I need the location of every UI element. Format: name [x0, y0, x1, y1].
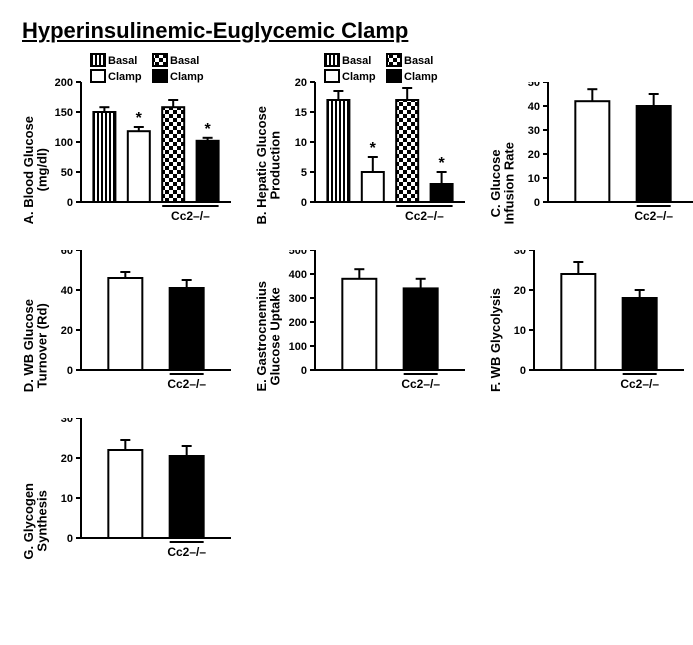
svg-text:30: 30 — [514, 250, 526, 257]
svg-text:40: 40 — [528, 101, 540, 113]
svg-text:200: 200 — [288, 317, 306, 329]
svg-text:60: 60 — [61, 250, 73, 257]
bar — [162, 107, 184, 202]
svg-text:Cc2–/–: Cc2–/– — [621, 377, 660, 391]
svg-text:200: 200 — [55, 77, 73, 89]
svg-text:0: 0 — [300, 197, 306, 209]
ylabel-D: D. WB Glucose Turnover (Rd) — [22, 299, 49, 392]
bar — [170, 288, 204, 370]
bar — [575, 101, 609, 202]
svg-text:20: 20 — [294, 77, 306, 89]
bar — [430, 184, 452, 202]
panel-G: G. Glycogen Synthesis 0 10 20 30 Cc2–/– — [22, 418, 237, 560]
svg-text:300: 300 — [288, 293, 306, 305]
panel-F: F. WB Glycolysis 0 10 20 30 Cc2–/– — [489, 250, 693, 392]
svg-text:Cc2–/–: Cc2–/– — [171, 209, 210, 223]
svg-text:20: 20 — [61, 453, 73, 465]
bar — [94, 112, 116, 202]
svg-text:20: 20 — [528, 149, 540, 161]
svg-text:Clamp: Clamp — [404, 71, 438, 83]
svg-text:15: 15 — [294, 107, 306, 119]
svg-text:Basal: Basal — [342, 55, 371, 67]
panel-C: C. Glucose Infusion Rate 0 10 20 30 40 50 Cc2–/… — [489, 52, 693, 224]
svg-text:5: 5 — [300, 167, 306, 179]
svg-text:0: 0 — [67, 533, 73, 545]
bar — [109, 278, 143, 370]
bar — [197, 141, 219, 202]
svg-text:50: 50 — [61, 167, 73, 179]
svg-text:*: * — [369, 140, 376, 157]
svg-text:0: 0 — [67, 197, 73, 209]
svg-text:10: 10 — [528, 173, 540, 185]
svg-text:0: 0 — [300, 365, 306, 377]
svg-text:30: 30 — [61, 418, 73, 425]
ylabel-C: C. Glucose Infusion Rate — [489, 142, 516, 224]
panel-B: B. Hepatic Glucose Production 0 5 10 15 20 * * C… — [255, 52, 470, 224]
svg-text:Clamp: Clamp — [170, 71, 204, 83]
svg-text:10: 10 — [514, 325, 526, 337]
bar — [327, 100, 349, 202]
svg-text:Basal: Basal — [108, 55, 137, 67]
svg-text:400: 400 — [288, 269, 306, 281]
bar — [562, 274, 596, 370]
svg-text:150: 150 — [55, 107, 73, 119]
svg-text:Cc2–/–: Cc2–/– — [634, 209, 673, 223]
ylabel-G: G. Glycogen Synthesis — [22, 483, 49, 560]
svg-text:0: 0 — [534, 197, 540, 209]
svg-text:0: 0 — [520, 365, 526, 377]
bar — [128, 131, 150, 202]
bar — [342, 279, 376, 370]
svg-text:Clamp: Clamp — [342, 71, 376, 83]
bar — [403, 288, 437, 370]
panel-A: A. Blood Glucose (mg/dl) 0 50 100 150 200 * * Cc… — [22, 52, 237, 224]
panel-D: D. WB Glucose Turnover (Rd) 0 20 40 60 Cc2–/– — [22, 250, 237, 392]
svg-text:Basal: Basal — [404, 55, 433, 67]
svg-text:30: 30 — [528, 125, 540, 137]
bar — [637, 106, 671, 202]
page-title: Hyperinsulinemic-Euglycemic Clamp — [22, 18, 671, 44]
svg-text:*: * — [438, 155, 445, 172]
svg-text:Basal: Basal — [170, 55, 199, 67]
svg-text:Cc2–/–: Cc2–/– — [405, 209, 444, 223]
svg-text:*: * — [205, 121, 212, 138]
svg-text:*: * — [136, 110, 143, 127]
svg-text:0: 0 — [67, 365, 73, 377]
panel-E: E. Gastrocnemius Glucose Uptake 0 100 200 30… — [255, 250, 470, 392]
svg-text:Cc2–/–: Cc2–/– — [401, 377, 440, 391]
bar — [361, 172, 383, 202]
svg-text:Cc2–/–: Cc2–/– — [168, 377, 207, 391]
ylabel-B: B. Hepatic Glucose Production — [255, 106, 282, 224]
svg-text:500: 500 — [288, 250, 306, 257]
ylabel-A: A. Blood Glucose (mg/dl) — [22, 116, 49, 224]
svg-text:20: 20 — [61, 325, 73, 337]
svg-text:50: 50 — [528, 82, 540, 89]
ylabel-E: E. Gastrocnemius Glucose Uptake — [255, 281, 282, 392]
svg-text:100: 100 — [55, 137, 73, 149]
ylabel-F: F. WB Glycolysis — [489, 288, 503, 392]
bar — [396, 100, 418, 202]
svg-text:Clamp: Clamp — [108, 71, 142, 83]
bar — [623, 298, 657, 370]
svg-text:Cc2–/–: Cc2–/– — [168, 545, 207, 559]
svg-text:10: 10 — [61, 493, 73, 505]
svg-text:20: 20 — [514, 285, 526, 297]
svg-text:10: 10 — [294, 137, 306, 149]
svg-text:100: 100 — [288, 341, 306, 353]
svg-text:40: 40 — [61, 285, 73, 297]
bar — [170, 456, 204, 538]
bar — [109, 450, 143, 538]
